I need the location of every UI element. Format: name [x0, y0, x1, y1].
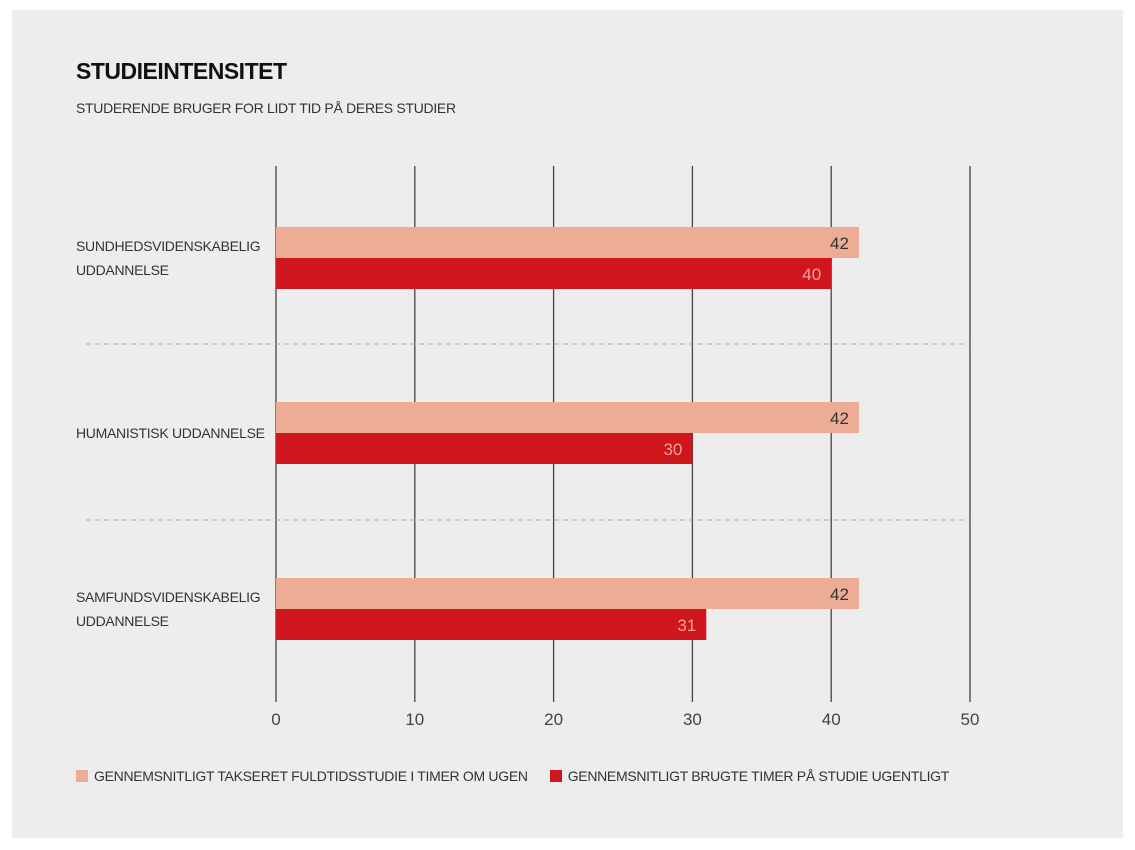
x-tick-label: 40	[822, 710, 841, 729]
category-label-line: UDDANNELSE	[76, 613, 169, 629]
data-label: 42	[830, 585, 849, 604]
x-tick-label: 0	[271, 710, 280, 729]
x-tick-label: 50	[961, 710, 980, 729]
category-label-line: SUNDHEDSVIDENSKABELIG	[76, 238, 261, 254]
category-label: SAMFUNDSVIDENSKABELIG UDDANNELSE	[76, 585, 276, 633]
legend-label-series-1: GENNEMSNITLIGT TAKSERET FULDTIDSSTUDIE I…	[94, 768, 528, 784]
legend-swatch-series-2	[549, 770, 562, 782]
bar	[276, 227, 859, 258]
data-label: 40	[802, 265, 821, 284]
data-label: 42	[830, 234, 849, 253]
legend-item-series-2: GENNEMSNITLIGT BRUGTE TIMER PÅ STUDIE UG…	[549, 768, 950, 784]
chart-subtitle: STUDERENDE BRUGER FOR LIDT TID PÅ DERES …	[76, 100, 456, 116]
category-label-line: HUMANISTISK UDDANNELSE	[76, 425, 265, 441]
category-label-line: UDDANNELSE	[76, 262, 169, 278]
bar	[276, 609, 707, 640]
bar	[276, 258, 832, 289]
data-label: 30	[663, 440, 682, 459]
legend: GENNEMSNITLIGT TAKSERET FULDTIDSSTUDIE I…	[76, 768, 971, 784]
legend-swatch-series-1	[76, 770, 88, 782]
x-tick-label: 20	[544, 710, 563, 729]
bar	[276, 402, 859, 433]
chart-title: STUDIEINTENSITET	[76, 58, 287, 84]
bar	[276, 433, 693, 464]
x-tick-label: 30	[683, 710, 702, 729]
x-tick-label: 10	[405, 710, 424, 729]
category-label: SUNDHEDSVIDENSKABELIG UDDANNELSE	[76, 234, 276, 282]
data-label: 31	[677, 616, 696, 635]
legend-item-series-1: GENNEMSNITLIGT TAKSERET FULDTIDSSTUDIE I…	[76, 768, 528, 784]
bar	[276, 578, 859, 609]
data-label: 42	[830, 409, 849, 428]
legend-label-series-2: GENNEMSNITLIGT BRUGTE TIMER PÅ STUDIE UG…	[567, 768, 950, 784]
category-label: HUMANISTISK UDDANNELSE	[76, 421, 276, 445]
category-label-line: SAMFUNDSVIDENSKABELIG	[76, 589, 261, 605]
